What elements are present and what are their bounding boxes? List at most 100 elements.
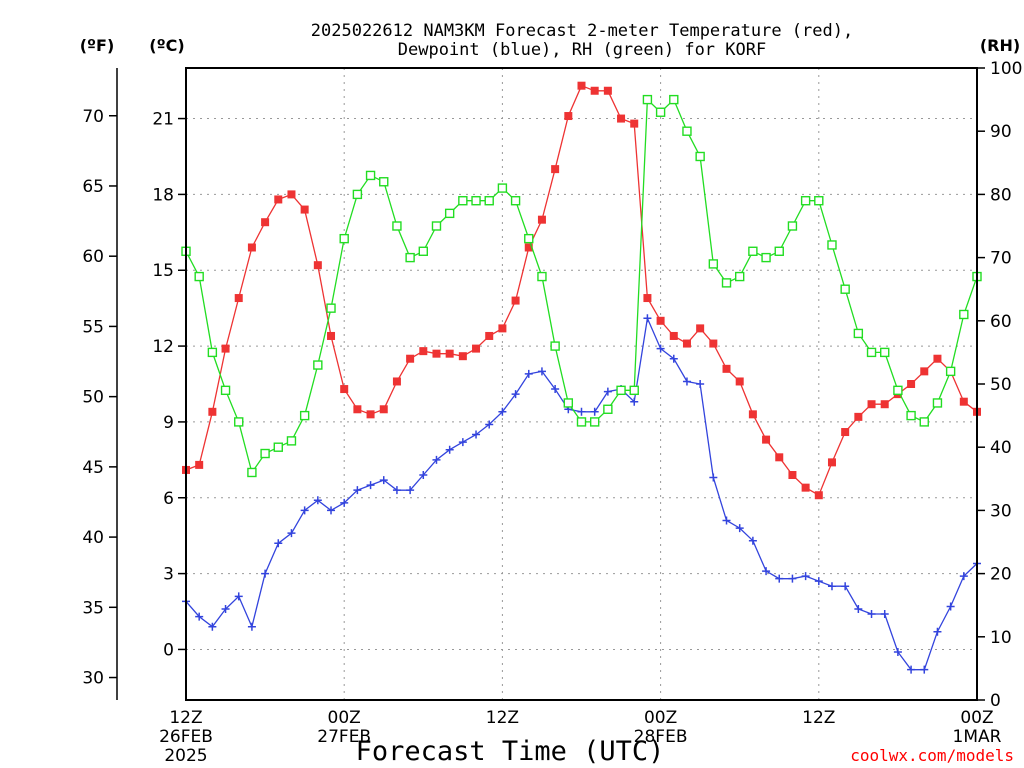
rh-point xyxy=(800,196,811,206)
temperature-point xyxy=(801,483,810,492)
dewpoint-point xyxy=(458,438,467,447)
dewpoint-point xyxy=(287,529,296,538)
chart-title-line1: 2025022612 NAM3KM Forecast 2-meter Tempe… xyxy=(311,21,853,41)
temperature-point xyxy=(274,195,283,204)
rh-point xyxy=(708,259,719,269)
temperature-point xyxy=(696,324,705,333)
plot-frame xyxy=(185,67,978,701)
rh-point xyxy=(787,221,798,231)
rh-point xyxy=(313,360,323,370)
temperature-point xyxy=(709,339,718,348)
dewpoint-point xyxy=(748,536,757,545)
dewpoint-point xyxy=(643,314,652,323)
rh-tick-label: 10 xyxy=(990,628,1012,648)
dewpoint-point xyxy=(392,486,401,495)
x-tick-label: 00Z xyxy=(644,708,677,728)
grid xyxy=(186,68,977,700)
temperature-point xyxy=(432,349,441,358)
temperature-point xyxy=(300,205,309,214)
temperature-point xyxy=(656,316,665,325)
rh-point xyxy=(510,196,521,206)
celsius-tick-label: 15 xyxy=(152,261,174,281)
temperature-point xyxy=(511,296,520,305)
temperature-point xyxy=(669,331,678,340)
celsius-unit-label: (ºC) xyxy=(149,36,184,55)
celsius-tick-label: 6 xyxy=(163,489,174,509)
rh-point xyxy=(945,366,956,377)
fahrenheit-tick-label: 60 xyxy=(82,247,104,267)
rh-point xyxy=(761,252,771,263)
dewpoint-point xyxy=(261,569,270,578)
rh-point xyxy=(524,233,534,244)
x-tick-label: 12Z xyxy=(169,708,202,728)
temperature-point xyxy=(959,397,968,406)
rh-tick-label: 50 xyxy=(990,375,1012,395)
dewpoint-point xyxy=(406,486,415,495)
rh-point xyxy=(642,94,653,105)
fahrenheit-tick-label: 40 xyxy=(82,528,104,548)
rh-point xyxy=(840,284,850,294)
dewpoint-point xyxy=(432,455,441,464)
dewpoint-point xyxy=(841,582,850,591)
fahrenheit-tick-label: 35 xyxy=(82,598,104,618)
dewpoint-point xyxy=(524,369,533,378)
temperature-point xyxy=(827,458,836,467)
temperature-point xyxy=(261,218,270,227)
temperature-point xyxy=(880,400,889,409)
x-tick-label: 12Z xyxy=(486,708,519,728)
rh-point xyxy=(194,271,204,282)
temperature-point xyxy=(643,294,652,303)
temperature-point xyxy=(327,331,336,340)
dewpoint-point xyxy=(920,665,929,674)
temperature-point xyxy=(603,86,612,95)
rh-point xyxy=(537,271,547,282)
dewpoint-point xyxy=(933,627,942,636)
dewpoint-point xyxy=(722,516,731,525)
temperature-point xyxy=(366,410,375,419)
dewpoint-point xyxy=(656,344,665,353)
celsius-tick-label: 3 xyxy=(163,565,174,585)
temperature-point xyxy=(445,349,454,358)
rh-point xyxy=(431,221,442,231)
dewpoint-point xyxy=(682,377,691,386)
credit-label: coolwx.com/models xyxy=(850,746,1014,765)
temperature-point xyxy=(735,377,744,386)
dewpoint-point xyxy=(327,506,336,515)
dewpoint-point xyxy=(590,407,599,416)
temperature-point xyxy=(920,367,929,376)
rh-point xyxy=(444,208,455,219)
temperature-point xyxy=(234,294,243,303)
celsius-tick-label: 0 xyxy=(163,640,174,660)
dewpoint-point xyxy=(696,380,705,388)
x-tick-label: 00Z xyxy=(960,708,993,728)
series-layer xyxy=(181,81,982,674)
temperature-point xyxy=(590,86,599,95)
temperature-point xyxy=(287,190,296,199)
dewpoint-point xyxy=(630,397,639,406)
temperature-point xyxy=(392,377,401,386)
dewpoint-point xyxy=(195,612,204,621)
temperature-point xyxy=(682,339,691,348)
x-date-label: 1MAR xyxy=(953,727,1002,747)
dewpoint-point xyxy=(907,665,916,674)
rh-point xyxy=(880,347,890,358)
temperature-point xyxy=(379,405,388,414)
rh-point xyxy=(866,347,877,358)
rh-tick-label: 30 xyxy=(990,501,1012,521)
rh-point xyxy=(365,170,376,181)
dewpoint-point xyxy=(300,506,309,515)
rh-point xyxy=(655,107,666,117)
rh-point xyxy=(207,347,218,358)
dewpoint-point xyxy=(669,354,678,363)
rh-tick-label: 80 xyxy=(990,185,1012,205)
dewpoint-point xyxy=(801,572,810,581)
rh-point xyxy=(669,94,679,105)
temperature-point xyxy=(630,119,639,128)
temperature-point xyxy=(313,261,322,270)
temperature-point xyxy=(221,344,230,353)
dewpoint-point xyxy=(788,574,797,583)
rh-point xyxy=(682,126,692,136)
dewpoint-point xyxy=(221,604,230,613)
